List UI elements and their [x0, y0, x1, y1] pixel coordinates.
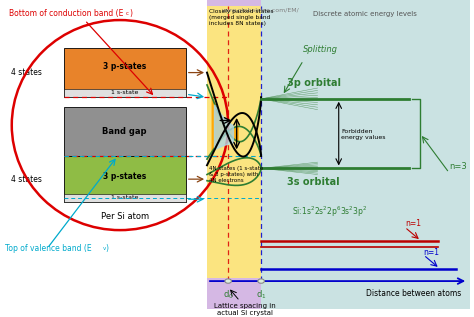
Text: Forbidden
energy values: Forbidden energy values [341, 129, 385, 140]
Text: 4 states: 4 states [11, 175, 42, 184]
Text: d$_1$: d$_1$ [256, 289, 266, 301]
Circle shape [258, 279, 264, 283]
Text: 4N states (1 s-state
& 3 p-states) with
4N electrons: 4N states (1 s-state & 3 p-states) with … [210, 166, 264, 183]
Bar [64, 89, 186, 97]
Bar [207, 6, 261, 278]
Text: c: c [126, 11, 129, 16]
Text: Splitting: Splitting [303, 45, 338, 54]
Text: Distance between atoms: Distance between atoms [366, 289, 462, 298]
Text: Bottom of conduction band (E: Bottom of conduction band (E [9, 10, 124, 18]
Text: 1 s-state: 1 s-state [111, 196, 138, 200]
Text: d$_0$: d$_0$ [223, 289, 234, 301]
Bar [207, 0, 261, 309]
Text: n=1: n=1 [406, 218, 421, 228]
Text: Discrete atomic energy levels: Discrete atomic energy levels [313, 11, 417, 17]
Bar [261, 0, 471, 309]
Text: n=1: n=1 [423, 248, 439, 257]
Text: 3 p-states: 3 p-states [103, 171, 146, 181]
Bar [64, 194, 186, 202]
Text: Si:1s$^2$2s$^2$2p$^6$3s$^2$3p$^2$: Si:1s$^2$2s$^2$2p$^6$3s$^2$3p$^2$ [292, 204, 367, 219]
Text: ): ) [105, 244, 109, 253]
Bar [64, 48, 186, 97]
Text: 3p orbital: 3p orbital [287, 78, 341, 88]
Text: Top of valence band (E: Top of valence band (E [5, 244, 91, 253]
Text: 1 s-state: 1 s-state [111, 90, 138, 95]
Text: Lattice spacing in
actual Si crystal: Lattice spacing in actual Si crystal [214, 303, 275, 316]
Text: n=3: n=3 [449, 162, 467, 171]
Text: 3 p-states: 3 p-states [103, 62, 146, 71]
Bar [64, 156, 186, 202]
Bar [64, 107, 186, 156]
Text: v: v [102, 246, 106, 251]
Text: Per Si atom: Per Si atom [100, 212, 149, 221]
Text: Closely packed states
(merged single band
includes 8N states): Closely packed states (merged single ban… [210, 9, 274, 26]
Text: 4 states: 4 states [11, 68, 42, 77]
Text: ): ) [129, 10, 132, 18]
Text: Band gap: Band gap [102, 127, 147, 136]
Text: 3s orbital: 3s orbital [287, 177, 339, 187]
Circle shape [225, 279, 231, 283]
Text: www.globalsino.com/EM/: www.globalsino.com/EM/ [222, 8, 300, 13]
